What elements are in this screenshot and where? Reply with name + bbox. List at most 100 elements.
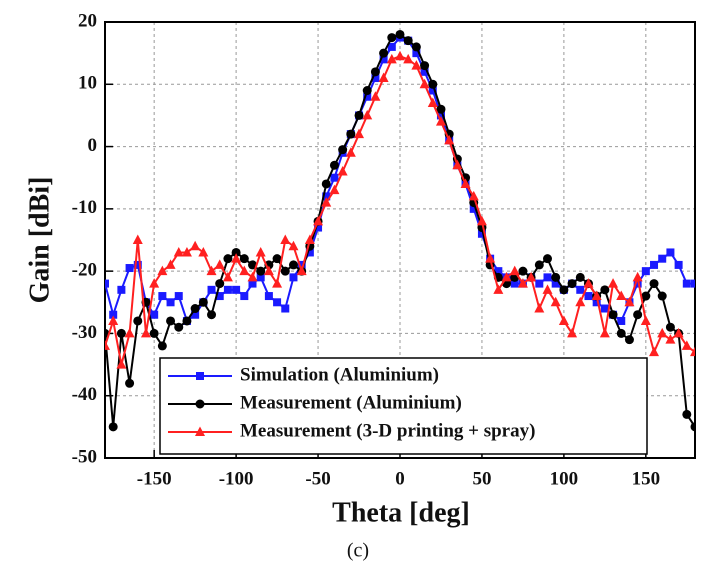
marker xyxy=(658,254,667,263)
marker xyxy=(288,240,299,251)
marker xyxy=(690,346,695,357)
marker xyxy=(649,346,660,357)
x-tick-label: -150 xyxy=(137,468,172,489)
marker xyxy=(158,292,167,301)
marker xyxy=(534,303,545,313)
marker xyxy=(108,422,118,432)
marker xyxy=(674,260,683,269)
marker xyxy=(105,340,110,350)
y-tick-label: -10 xyxy=(72,197,97,218)
marker xyxy=(665,322,675,332)
marker xyxy=(476,215,487,226)
marker xyxy=(403,36,413,46)
marker xyxy=(190,240,201,251)
marker xyxy=(280,234,291,244)
marker xyxy=(493,284,504,294)
marker xyxy=(150,310,159,319)
marker xyxy=(600,285,610,295)
marker xyxy=(649,279,659,289)
marker xyxy=(624,296,635,307)
marker xyxy=(207,285,216,294)
marker xyxy=(673,327,684,338)
marker xyxy=(666,248,675,257)
plot-frame xyxy=(104,21,696,459)
marker xyxy=(140,327,151,338)
marker xyxy=(239,265,250,276)
marker xyxy=(125,378,135,388)
marker xyxy=(256,266,266,276)
marker xyxy=(616,328,626,338)
marker xyxy=(452,159,463,170)
marker xyxy=(231,253,242,263)
marker xyxy=(501,271,512,282)
marker xyxy=(195,399,205,409)
marker xyxy=(272,254,282,264)
marker xyxy=(117,285,126,294)
marker xyxy=(485,253,496,263)
marker xyxy=(256,273,265,282)
marker xyxy=(535,279,544,288)
marker xyxy=(125,264,134,273)
marker xyxy=(231,247,241,257)
x-tick-label: 50 xyxy=(472,468,491,489)
marker xyxy=(575,296,586,307)
marker xyxy=(133,316,143,326)
marker xyxy=(690,422,695,432)
marker xyxy=(575,272,585,282)
marker xyxy=(362,109,373,120)
y-tick-label: -40 xyxy=(72,384,97,405)
marker xyxy=(682,409,692,419)
marker xyxy=(510,279,519,288)
marker xyxy=(436,104,446,114)
caption: (c) xyxy=(347,540,369,562)
marker xyxy=(109,310,118,319)
marker xyxy=(174,292,183,301)
marker xyxy=(600,304,609,313)
marker xyxy=(591,290,602,301)
marker xyxy=(608,310,618,320)
marker xyxy=(181,246,192,257)
marker xyxy=(395,50,405,61)
marker xyxy=(494,267,503,276)
marker xyxy=(322,192,331,201)
marker xyxy=(428,79,438,89)
marker xyxy=(239,254,249,264)
marker xyxy=(215,292,224,301)
marker xyxy=(550,296,561,307)
x-axis-label: Theta [deg] xyxy=(332,497,470,528)
marker xyxy=(411,60,422,70)
legend-label: Measurement (Aluminium) xyxy=(240,392,462,413)
marker xyxy=(608,278,619,288)
marker xyxy=(289,273,298,282)
marker xyxy=(354,128,365,139)
marker xyxy=(624,335,634,345)
marker xyxy=(403,53,414,64)
marker xyxy=(297,260,306,269)
marker xyxy=(387,33,397,43)
marker xyxy=(124,327,135,338)
marker xyxy=(248,279,257,288)
marker xyxy=(281,304,290,313)
marker xyxy=(198,246,209,257)
marker xyxy=(321,197,332,207)
marker xyxy=(599,327,610,338)
marker xyxy=(263,265,274,276)
marker xyxy=(272,278,283,288)
marker xyxy=(195,426,205,436)
x-tick-label: 0 xyxy=(395,468,405,489)
marker xyxy=(427,97,438,107)
marker xyxy=(657,327,668,338)
y-axis-label: Gain [dBi] xyxy=(24,177,55,304)
marker xyxy=(370,67,380,77)
y-tick-label: -30 xyxy=(72,322,97,343)
legend-label: Measurement (3-D printing + spray) xyxy=(240,420,535,441)
marker xyxy=(132,234,143,244)
marker xyxy=(665,334,676,344)
marker xyxy=(314,223,323,232)
y-tick-label: -50 xyxy=(72,446,97,467)
marker xyxy=(108,315,119,325)
marker xyxy=(584,292,593,301)
marker xyxy=(633,310,643,320)
marker xyxy=(273,298,282,307)
marker xyxy=(395,29,405,39)
